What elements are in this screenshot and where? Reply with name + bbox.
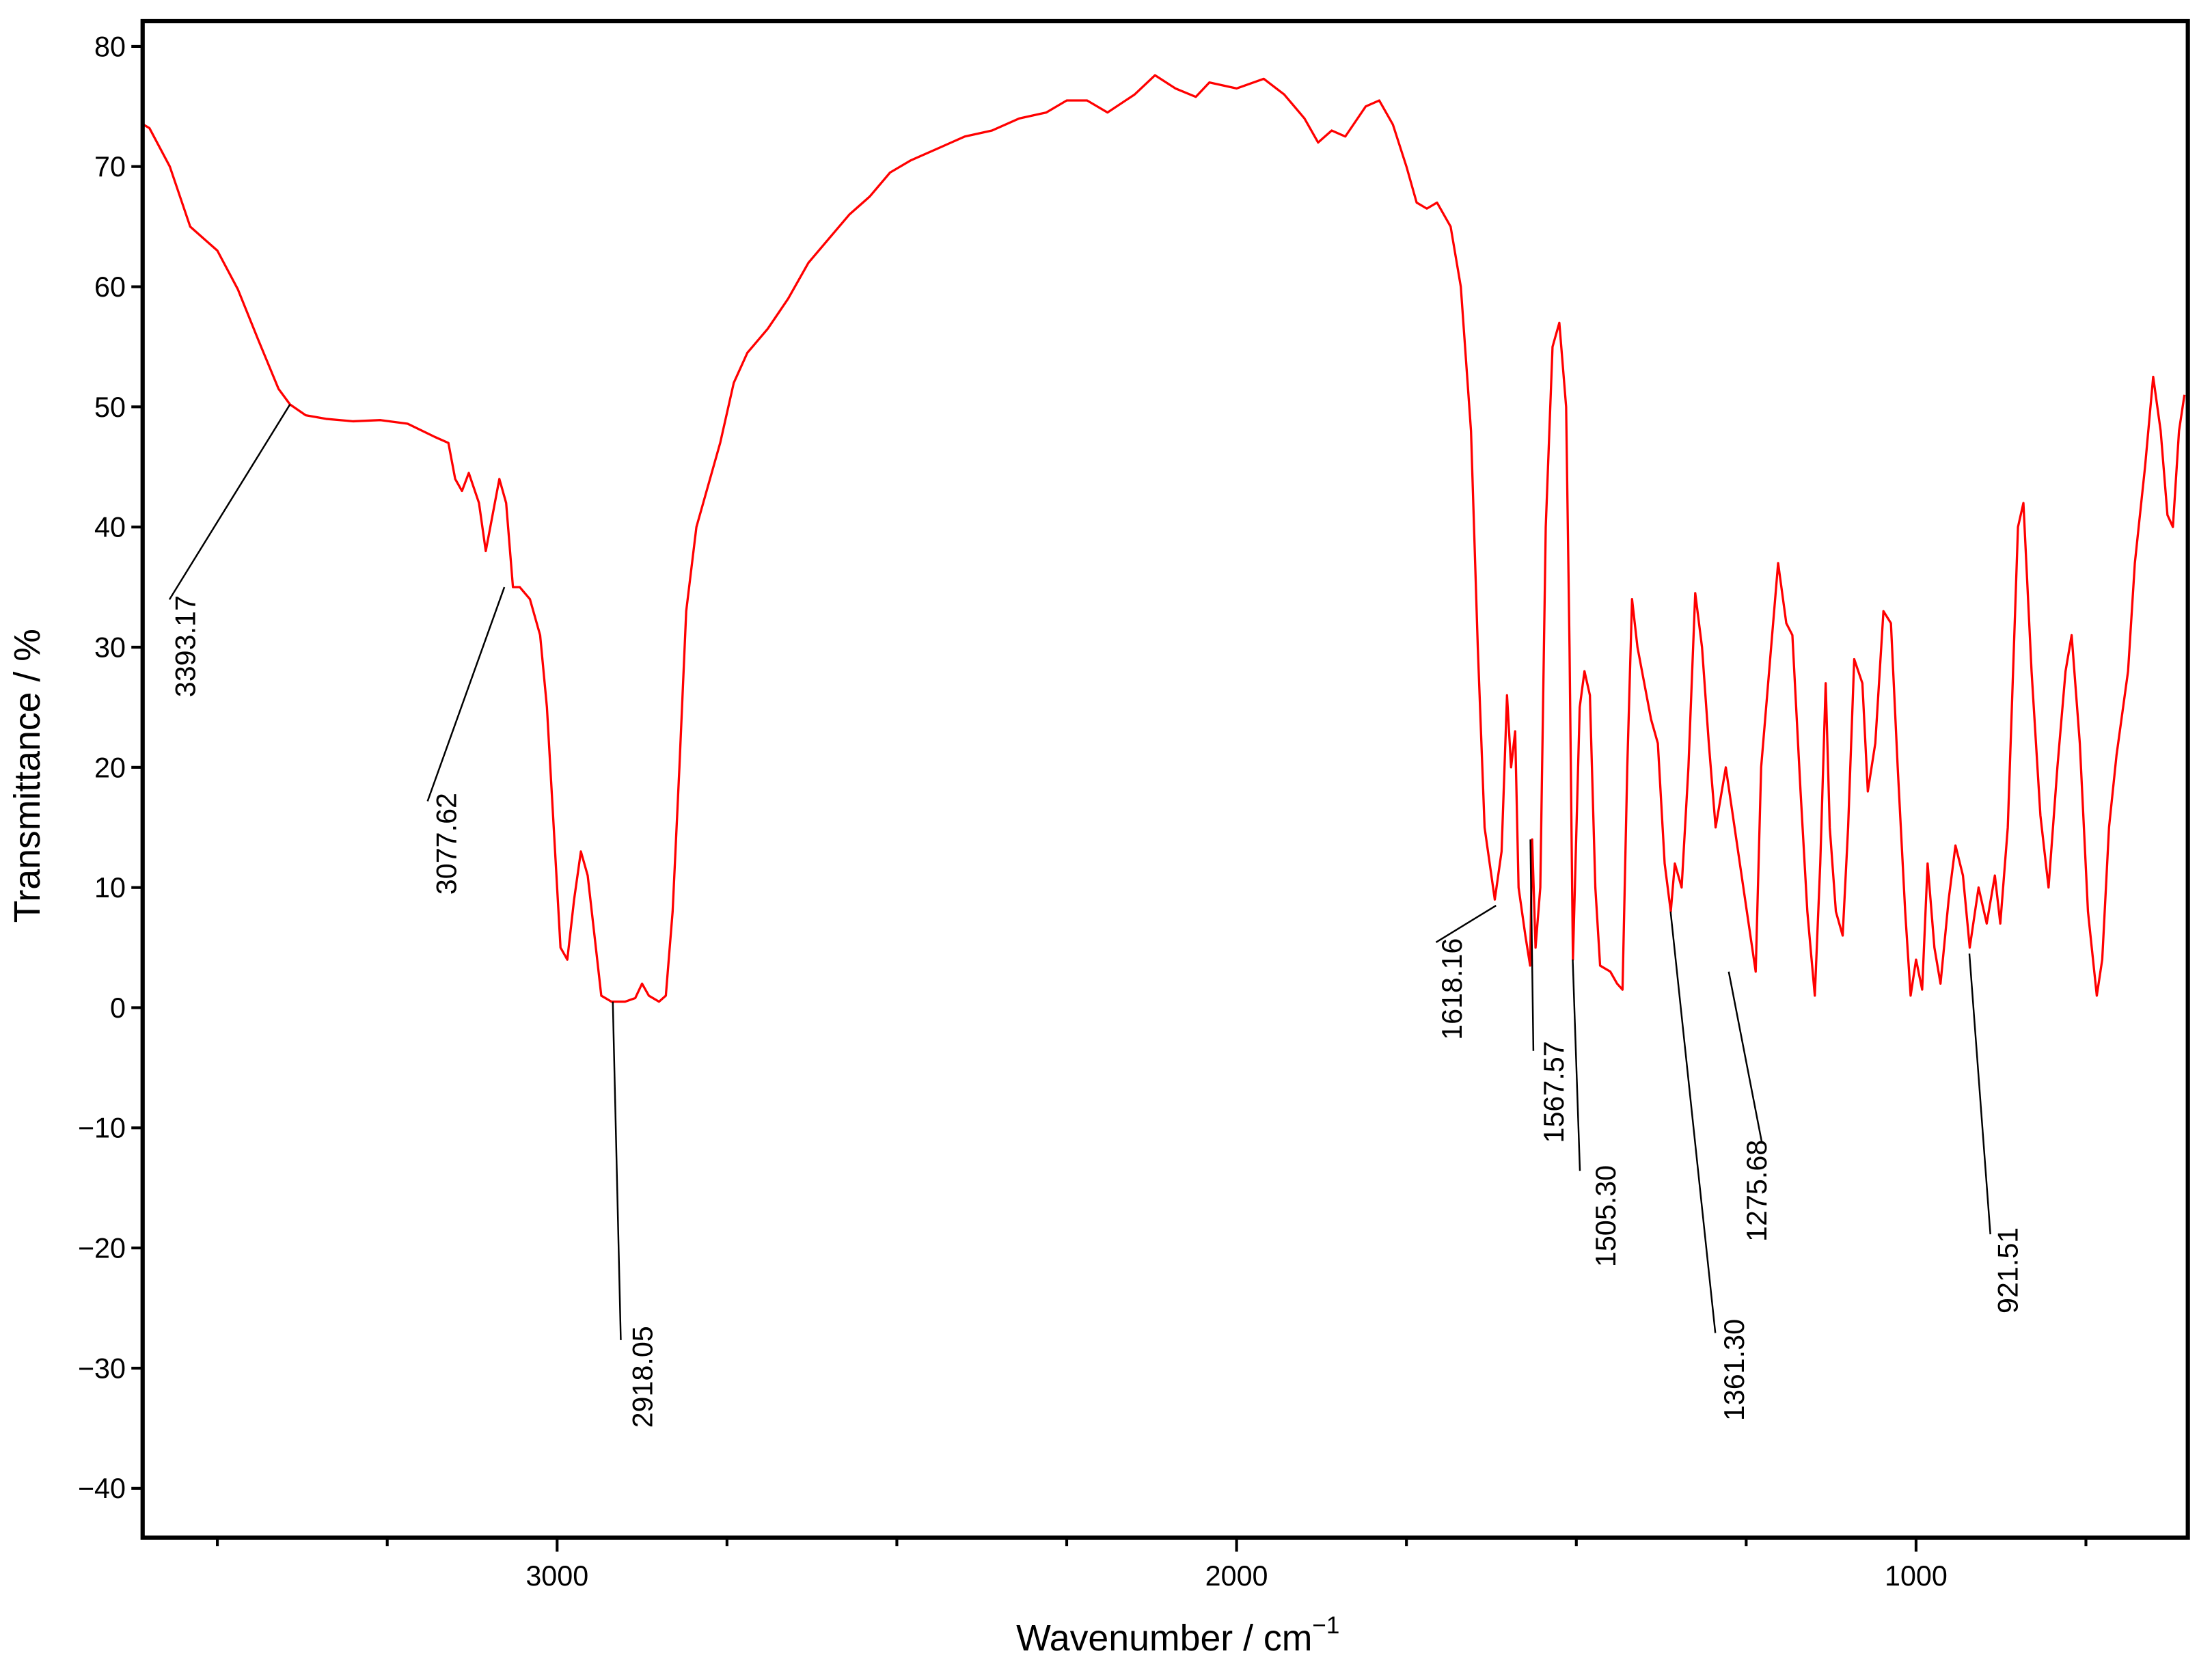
y-axis-title: Transmittance / % xyxy=(7,629,48,923)
x-tick-label: 1000 xyxy=(1885,1560,1948,1592)
y-tick-label: 40 xyxy=(94,512,126,543)
annotation-label: 1618.16 xyxy=(1436,938,1468,1040)
plot-frame xyxy=(140,18,2190,1540)
annotation-label: 2918.05 xyxy=(627,1326,658,1428)
x-axis-title-main: Wavenumber / cm xyxy=(1016,1618,1312,1659)
annotation-label: 1275.68 xyxy=(1741,1140,1773,1242)
y-tick-label: 60 xyxy=(94,271,126,303)
x-tick-label: 2000 xyxy=(1205,1560,1268,1592)
annotation-label: 1567.57 xyxy=(1538,1041,1570,1143)
y-tick-label: −10 xyxy=(78,1113,126,1144)
annotation-label: 3393.17 xyxy=(170,595,202,697)
y-tick-label: 10 xyxy=(94,872,126,903)
y-tick-label: −40 xyxy=(78,1473,126,1504)
y-tick-label: 70 xyxy=(94,151,126,182)
annotation-leader xyxy=(612,1001,622,1340)
annotation-leader xyxy=(1572,960,1581,1171)
annotation-label: 921.51 xyxy=(1992,1227,2023,1314)
x-axis-title: Wavenumber / cm−1 xyxy=(1016,1612,1339,1659)
annotation-leader xyxy=(1728,971,1763,1143)
annotation-label: 3077.62 xyxy=(431,793,463,895)
annotation-leader xyxy=(426,586,506,802)
spectrum-line xyxy=(142,74,2186,1003)
y-tick-label: 20 xyxy=(94,752,126,783)
annotation-leader xyxy=(168,404,291,600)
annotation-label: 1361.30 xyxy=(1719,1319,1750,1421)
y-tick-label: −20 xyxy=(78,1233,126,1264)
annotation-leader xyxy=(1669,911,1717,1333)
y-tick-label: −30 xyxy=(78,1352,126,1384)
x-tick-label: 3000 xyxy=(525,1560,588,1592)
y-tick-label: 0 xyxy=(110,992,126,1024)
y-tick-label: 50 xyxy=(94,392,126,423)
y-tick-label: 30 xyxy=(94,631,126,663)
x-axis-title-sup: −1 xyxy=(1312,1612,1339,1639)
annotation-label: 1505.30 xyxy=(1590,1165,1622,1267)
annotation-leader xyxy=(1529,839,1535,1051)
y-tick-label: 80 xyxy=(94,31,126,62)
annotation-leader xyxy=(1435,904,1497,943)
annotation-leader xyxy=(1968,953,1991,1235)
